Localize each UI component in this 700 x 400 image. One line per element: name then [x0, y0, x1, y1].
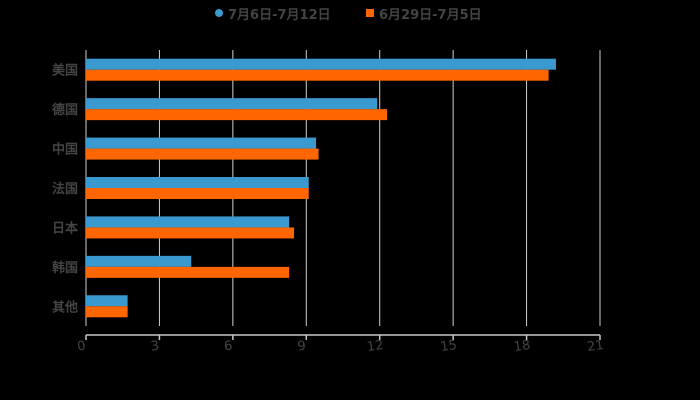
x-tick-label: 18 [513, 338, 531, 355]
category-label: 德国 [52, 102, 78, 118]
bar[interactable] [86, 255, 192, 267]
bar[interactable] [86, 137, 317, 149]
x-tick-label: 15 [439, 338, 457, 355]
category-label: 韩国 [52, 260, 78, 276]
category-label: 其他 [52, 299, 78, 315]
bar[interactable] [86, 306, 128, 318]
legend-label: 6月29日-7月5日 [379, 7, 482, 23]
legend-item-series-2[interactable]: 6月29日-7月5日 [366, 3, 482, 23]
x-tick-label: 21 [586, 338, 604, 355]
category-label: 中国 [52, 142, 78, 158]
bar[interactable] [86, 69, 549, 81]
x-tick-label: 6 [223, 339, 233, 355]
x-axis: 0 3 6 9 12 15 18 21 [76, 334, 605, 355]
x-tick-label: 0 [76, 339, 86, 355]
category-label: 美国 [52, 63, 78, 79]
x-tick-label: 3 [150, 339, 160, 355]
legend-label: 7月6日-7月12日 [228, 7, 331, 23]
bar[interactable] [86, 216, 290, 228]
bar[interactable] [86, 266, 290, 278]
bar[interactable] [86, 177, 309, 188]
square-marker-icon [366, 9, 374, 17]
bar[interactable] [86, 58, 556, 70]
bar[interactable] [86, 148, 319, 160]
bar[interactable] [86, 295, 128, 307]
bar[interactable] [86, 188, 309, 199]
legend-item-series-1[interactable]: 7月6日-7月12日 [215, 3, 331, 23]
category-label: 法国 [52, 181, 78, 197]
bar[interactable] [86, 109, 388, 121]
x-tick-label: 12 [366, 338, 384, 355]
chart-legend: 7月6日-7月12日 6月29日-7月5日 [0, 3, 700, 23]
bar[interactable] [86, 227, 295, 239]
category-label: 日本 [52, 220, 78, 236]
bar[interactable] [86, 98, 378, 110]
x-tick-label: 9 [297, 339, 307, 355]
circle-marker-icon [215, 9, 223, 17]
bars [86, 58, 556, 318]
